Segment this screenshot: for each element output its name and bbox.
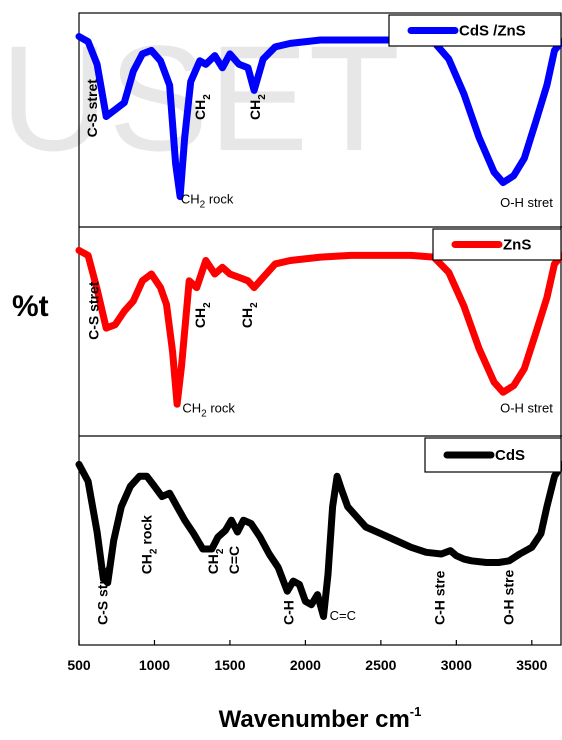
x-tick-label: 3500 <box>516 657 547 673</box>
annotation-label: C-S stret <box>84 79 100 138</box>
x-axis-label-text: Wavenumber cm <box>219 706 410 733</box>
annotation-label: CH2 rock <box>181 192 234 211</box>
annotation-label: O-H stret <box>500 401 553 416</box>
annotation-label: C-S stret <box>86 281 102 340</box>
annotation-label: CH2 rock <box>138 515 159 574</box>
annotation-label: C=C <box>226 546 242 574</box>
legend-label: CdS <box>495 447 525 464</box>
plot-frame <box>78 12 562 646</box>
annotation-label: C=C <box>330 608 356 623</box>
annotation-label: CH2 <box>239 302 260 328</box>
spectra-panels: CdS /ZnS C-S stret CH2 rock CH2 CH2 O-H stret… <box>75 14 562 625</box>
plot-border <box>78 12 562 646</box>
x-axis-ticks: 500 1000 1500 2000 2500 3000 3500 <box>67 640 548 673</box>
x-tick-label: 2500 <box>365 657 396 673</box>
legend: CdS /ZnS <box>388 14 562 47</box>
x-axis-label-superscript: -1 <box>410 704 422 719</box>
x-tick-label: 500 <box>67 657 91 673</box>
annotation-label: CH2 <box>192 94 213 120</box>
panel-1: CdS /ZnS C-S stret CH2 rock CH2 CH2 O-H stret <box>75 14 562 211</box>
series-line <box>75 33 562 201</box>
y-axis-label: %t <box>12 290 49 323</box>
annotation-label: O-H stret <box>500 195 553 210</box>
x-axis-label: Wavenumber cm-1 <box>219 704 422 733</box>
panel-2: ZnS C-S stret CH2 rock CH2 CH2 O-H stret <box>75 228 562 420</box>
annotation-label: CH2 rock <box>182 401 235 420</box>
legend-label: ZnS <box>503 237 531 254</box>
annotation-label: CH2 <box>205 548 226 574</box>
x-tick-label: 2000 <box>290 657 321 673</box>
x-tick-label: 3000 <box>441 657 472 673</box>
legend: ZnS <box>432 228 562 261</box>
annotation-label: CH2 <box>192 302 213 328</box>
annotation-label: CH2 <box>247 94 268 120</box>
series-line <box>75 246 562 408</box>
annotation-label: C-H <box>280 600 296 625</box>
annotation-label: C-S stret <box>95 566 111 625</box>
x-tick-label: 1000 <box>139 657 170 673</box>
x-tick-label: 1500 <box>214 657 245 673</box>
legend-label: CdS /ZnS <box>459 23 526 40</box>
series-line <box>75 460 562 620</box>
legend: CdS <box>424 437 562 473</box>
annotation-label: C-H stre <box>431 570 447 625</box>
annotation-label: O-H stre <box>501 570 517 625</box>
